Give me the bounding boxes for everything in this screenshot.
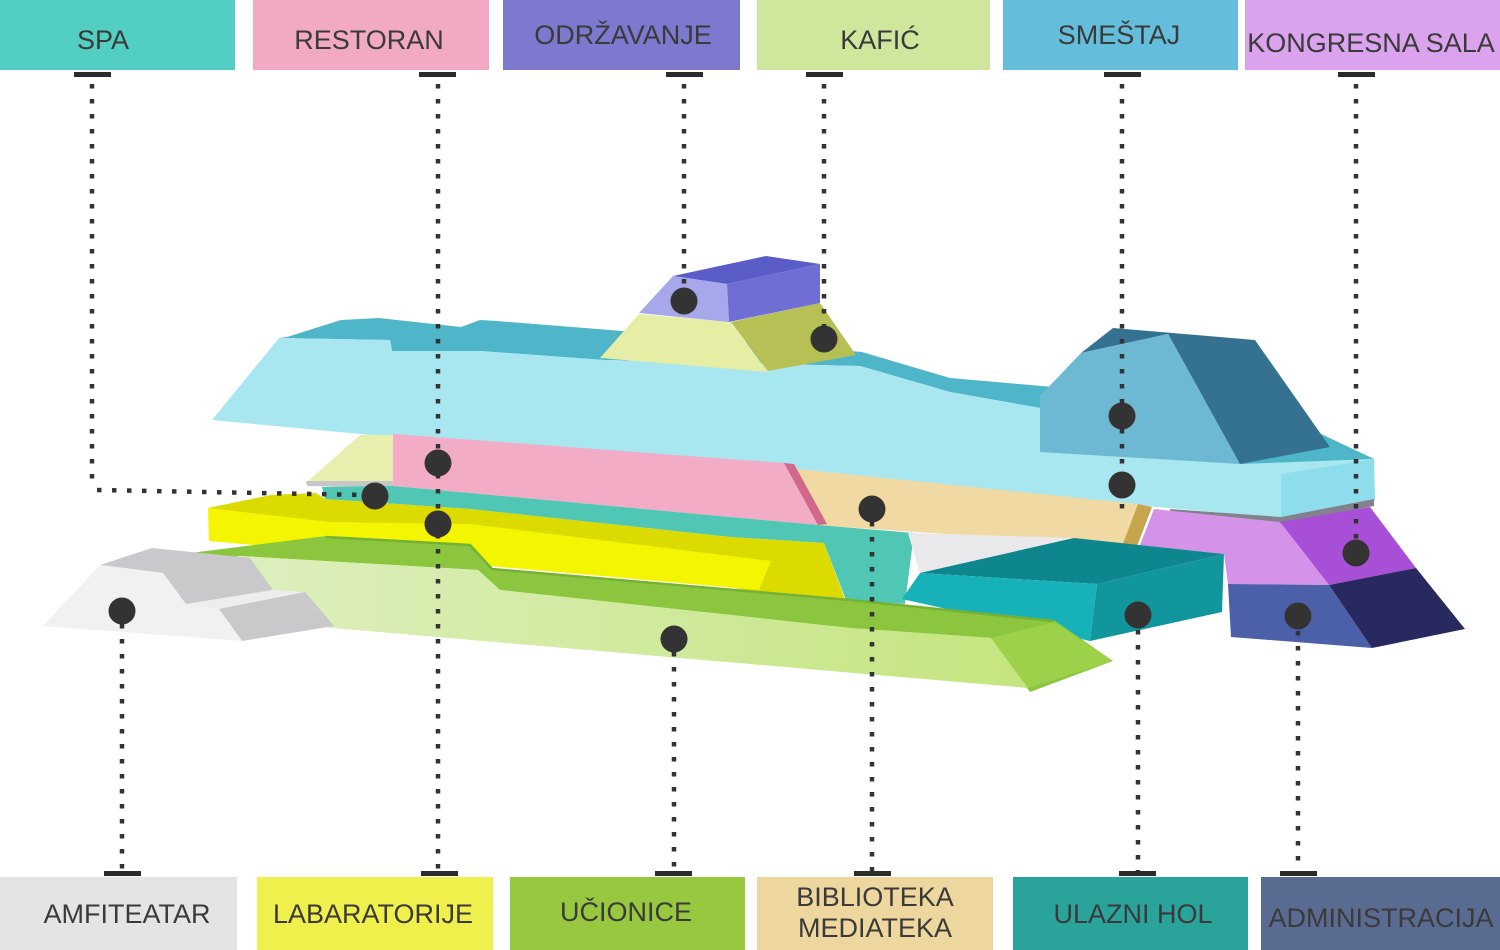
svg-text:UČIONICE: UČIONICE — [560, 896, 692, 927]
svg-text:LABARATORIJE: LABARATORIJE — [273, 899, 473, 929]
svg-text:AMFITEATAR: AMFITEATAR — [44, 899, 211, 929]
svg-text:ADMINISTRACIJA: ADMINISTRACIJA — [1268, 903, 1493, 933]
svg-text:ULAZNI HOL: ULAZNI HOL — [1053, 899, 1212, 929]
svg-text:KONGRESNA SALA: KONGRESNA SALA — [1247, 28, 1495, 58]
svg-text:RESTORAN: RESTORAN — [294, 25, 444, 55]
svg-text:MEDIATEKA: MEDIATEKA — [798, 913, 952, 943]
svg-text:SPA: SPA — [77, 25, 129, 55]
svg-text:KAFIĆ: KAFIĆ — [840, 24, 920, 55]
svg-text:ODRŽAVANJE: ODRŽAVANJE — [534, 19, 712, 50]
svg-text:SMEŠTAJ: SMEŠTAJ — [1058, 19, 1181, 50]
svg-text:BIBLIOTEKA: BIBLIOTEKA — [796, 882, 954, 912]
